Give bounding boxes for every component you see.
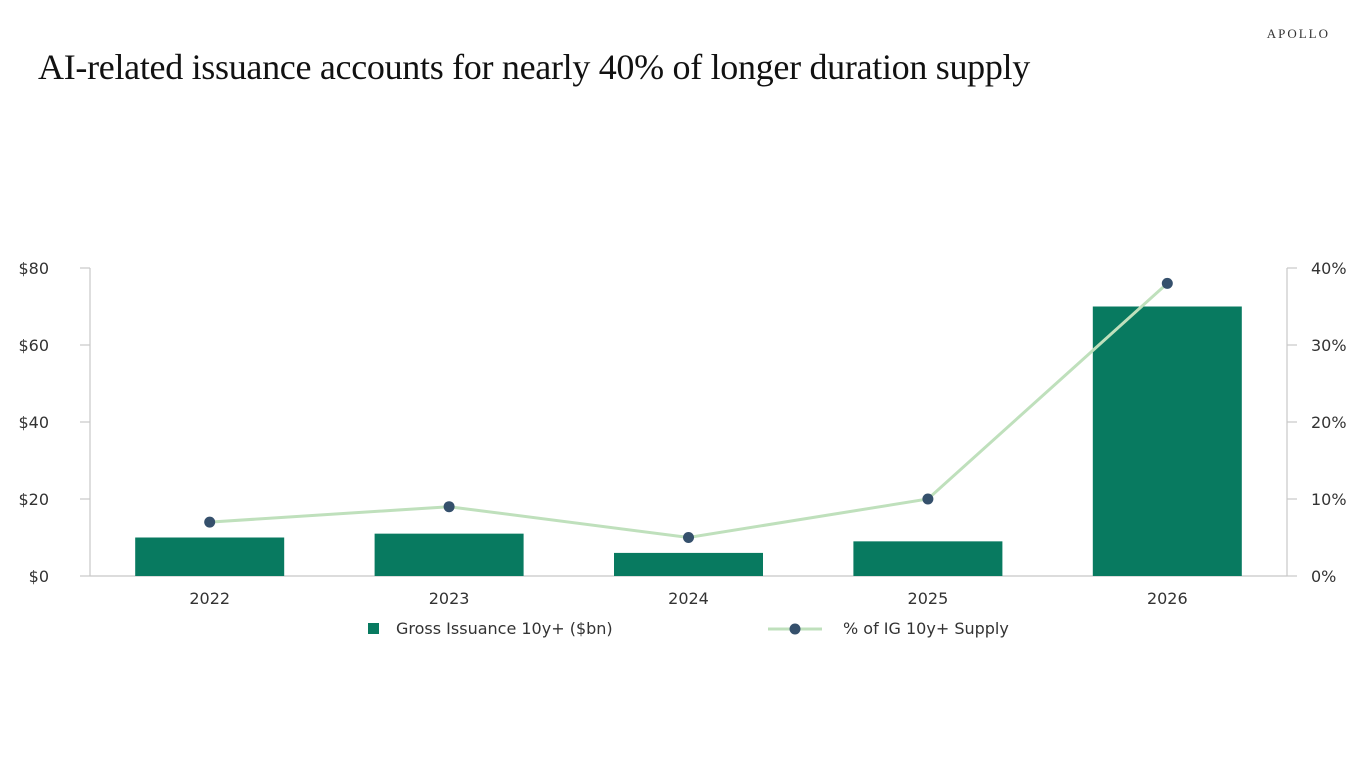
x-axis-tick-label: 2024 [668,589,709,608]
x-axis-tick-label: 2025 [908,589,949,608]
right-axis-tick-label: 0% [1311,567,1336,586]
x-axis-tick-label: 2026 [1147,589,1188,608]
left-axis-tick-label: $20 [18,490,49,509]
line-point-2022 [204,516,216,528]
bar-2024 [614,552,763,576]
brand-logo: APOLLO [1266,26,1330,41]
left-axis-tick-label: $40 [18,413,49,432]
series-line-ig-share [209,282,1169,540]
line-point-2025 [922,493,934,505]
line-point-2023 [443,501,455,513]
bar-2026 [1092,306,1242,576]
bar-2025 [853,541,1003,576]
legend-bar-swatch [368,623,379,634]
left-axis-tick-label: $60 [18,336,49,355]
right-axis-tick-label: 20% [1311,413,1347,432]
legend-label-ig-share: % of IG 10y+ Supply [843,619,1009,638]
right-axis-tick-label: 40% [1311,259,1347,278]
x-axis-tick-label: 2022 [189,589,230,608]
legend-label-gross-issuance: Gross Issuance 10y+ ($bn) [396,619,613,638]
legend-line-marker [789,623,801,635]
right-axis-tick-label: 30% [1311,336,1347,355]
right-axis-tick-label: 10% [1311,490,1347,509]
bar-2023 [374,533,524,576]
line-point-2024 [683,532,694,543]
bar-2022 [135,537,285,576]
left-axis-tick-label: $80 [18,259,49,278]
x-axis-tick-label: 2023 [429,589,470,608]
page-title: AI-related issuance accounts for nearly … [38,47,1030,87]
left-axis-tick-label: $0 [29,567,49,586]
line-point-2026 [1161,277,1173,289]
